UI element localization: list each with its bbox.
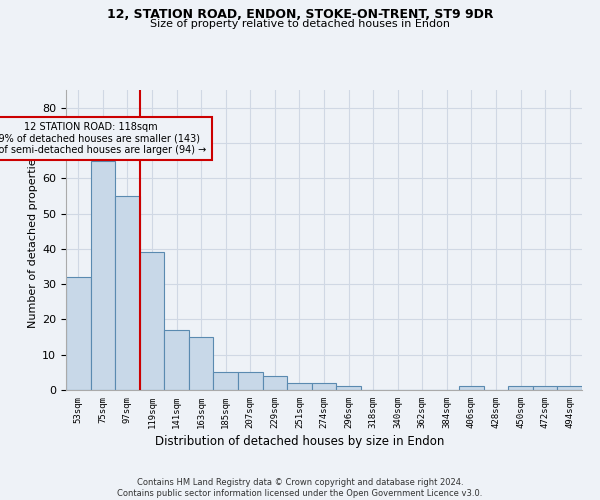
Bar — [459, 386, 484, 390]
Bar — [312, 383, 336, 390]
Text: 12 STATION ROAD: 118sqm
← 59% of detached houses are smaller (143)
39% of semi-d: 12 STATION ROAD: 118sqm ← 59% of detache… — [0, 122, 206, 155]
Bar — [66, 277, 91, 390]
Y-axis label: Number of detached properties: Number of detached properties — [28, 152, 38, 328]
Text: Contains HM Land Registry data © Crown copyright and database right 2024.
Contai: Contains HM Land Registry data © Crown c… — [118, 478, 482, 498]
Bar — [533, 386, 557, 390]
Bar — [91, 160, 115, 390]
Text: Distribution of detached houses by size in Endon: Distribution of detached houses by size … — [155, 435, 445, 448]
Bar — [508, 386, 533, 390]
Text: 12, STATION ROAD, ENDON, STOKE-ON-TRENT, ST9 9DR: 12, STATION ROAD, ENDON, STOKE-ON-TRENT,… — [107, 8, 493, 20]
Bar — [164, 330, 189, 390]
Bar — [238, 372, 263, 390]
Text: Size of property relative to detached houses in Endon: Size of property relative to detached ho… — [150, 19, 450, 29]
Bar — [115, 196, 140, 390]
Bar — [214, 372, 238, 390]
Bar — [140, 252, 164, 390]
Bar — [263, 376, 287, 390]
Bar — [189, 337, 214, 390]
Bar — [336, 386, 361, 390]
Bar — [287, 383, 312, 390]
Bar — [557, 386, 582, 390]
